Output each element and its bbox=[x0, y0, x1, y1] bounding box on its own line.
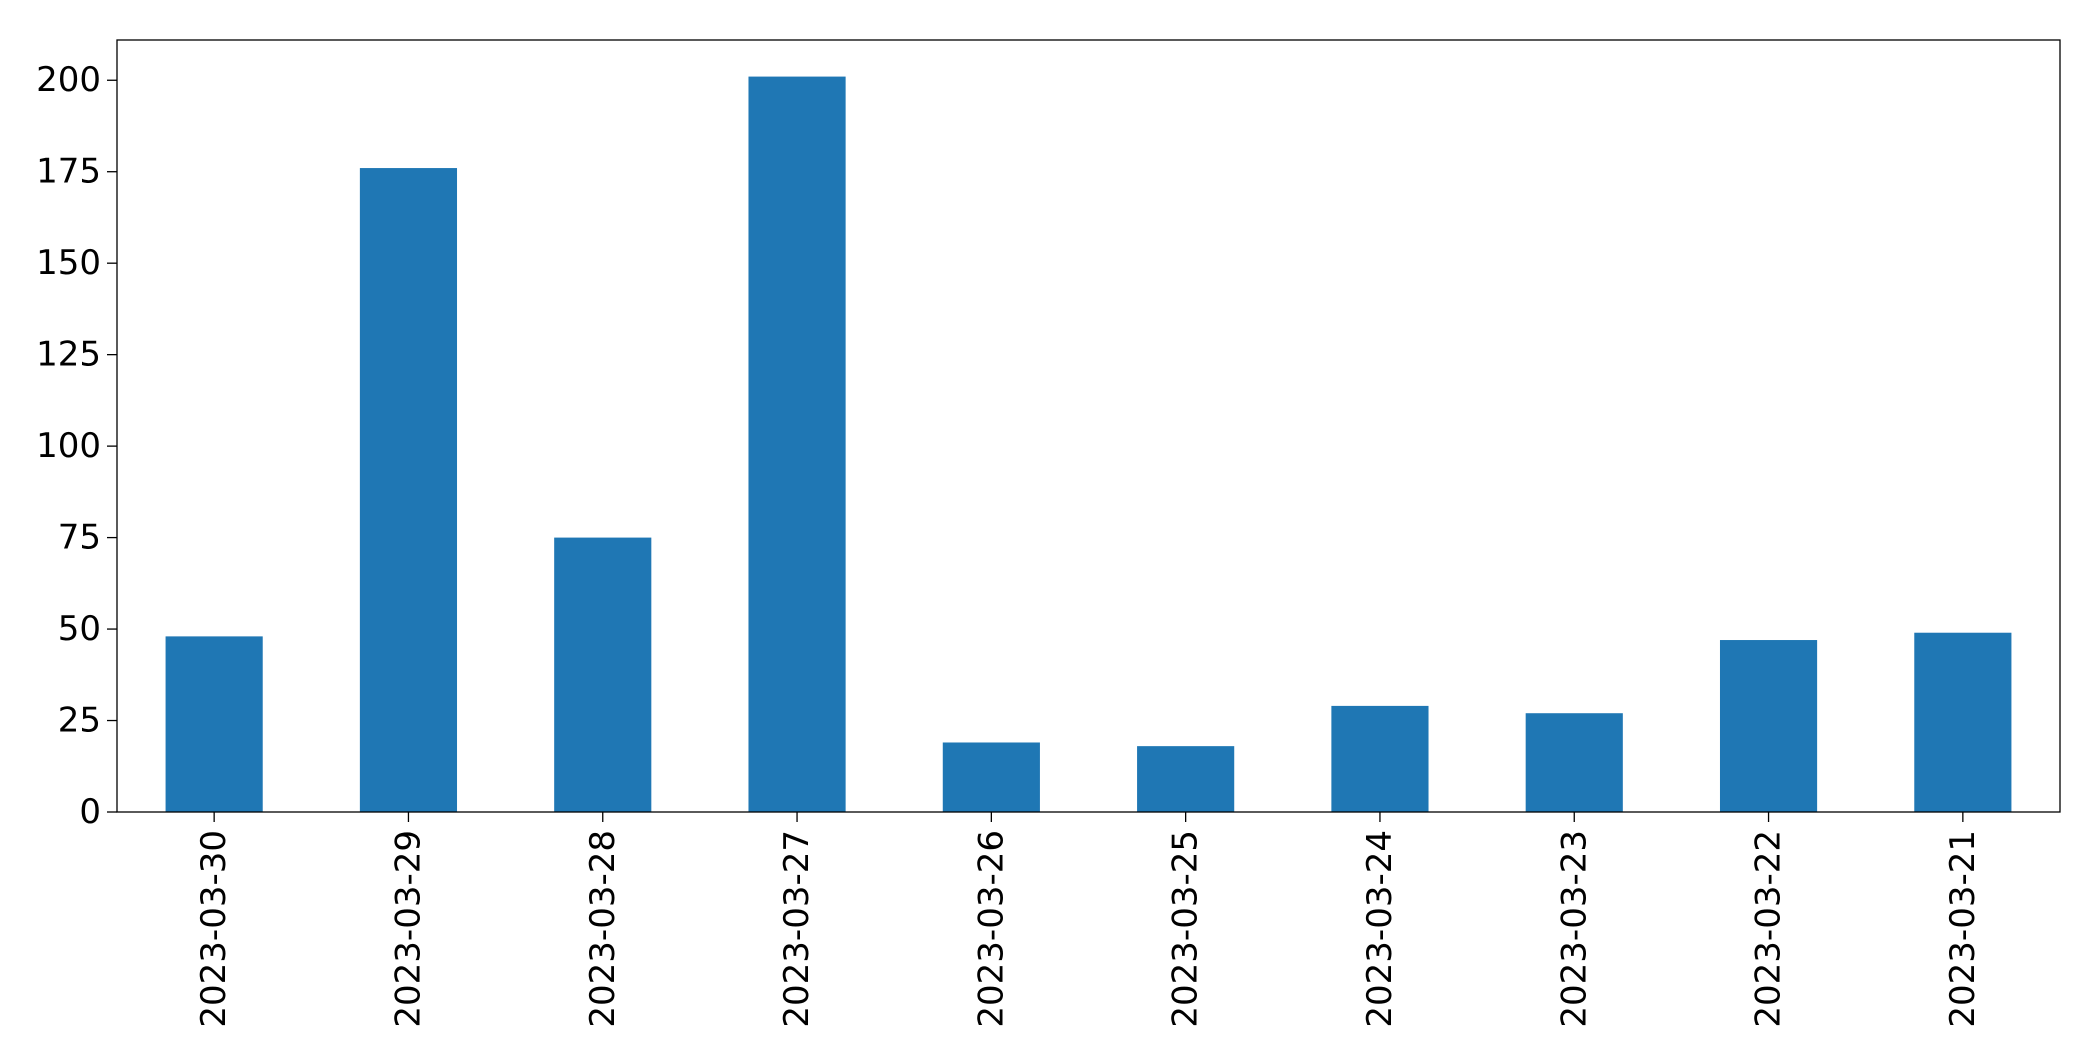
plot-frame bbox=[116, 39, 2061, 813]
x-tick-label: 2023-03-30 bbox=[194, 830, 234, 1028]
y-tick-label: 200 bbox=[36, 60, 101, 100]
bars-group bbox=[165, 76, 2012, 813]
bar-2023-03-30 bbox=[165, 636, 263, 812]
x-tick-label: 2023-03-29 bbox=[388, 830, 428, 1028]
y-tick-label: 175 bbox=[36, 152, 101, 192]
x-tick-label: 2023-03-26 bbox=[971, 830, 1011, 1028]
y-tick-label: 0 bbox=[79, 792, 101, 832]
bar-2023-03-24 bbox=[1331, 705, 1429, 812]
y-tick-label: 75 bbox=[58, 518, 101, 558]
x-tick-label: 2023-03-28 bbox=[583, 830, 623, 1028]
x-tick-label: 2023-03-27 bbox=[777, 830, 817, 1028]
y-axis: 0 25 50 75 100 125 150 175 200 bbox=[36, 60, 117, 832]
y-tick-label: 100 bbox=[36, 426, 101, 466]
y-tick-label: 25 bbox=[58, 701, 101, 741]
x-tick-label: 2023-03-21 bbox=[1943, 830, 1983, 1028]
bar-2023-03-22 bbox=[1719, 640, 1818, 812]
bar-2023-03-28 bbox=[554, 537, 652, 812]
y-tick-label: 125 bbox=[36, 335, 101, 375]
bar-2023-03-23 bbox=[1525, 713, 1623, 812]
bar-2023-03-26 bbox=[942, 742, 1040, 812]
x-tick-label: 2023-03-22 bbox=[1749, 830, 1789, 1028]
y-tick-label: 150 bbox=[36, 243, 101, 283]
bar-2023-03-25 bbox=[1137, 746, 1235, 812]
x-tick-label: 2023-03-23 bbox=[1554, 830, 1594, 1028]
x-axis: 2023-03-30 2023-03-29 2023-03-28 2023-03-27… bbox=[194, 812, 1983, 1028]
bar-2023-03-29 bbox=[359, 168, 458, 812]
bar-2023-03-21 bbox=[1914, 632, 2012, 812]
x-tick-label: 2023-03-25 bbox=[1166, 830, 1206, 1028]
x-tick-label: 2023-03-24 bbox=[1360, 830, 1400, 1028]
bar-2023-03-27 bbox=[748, 76, 846, 813]
y-tick-label: 50 bbox=[58, 609, 101, 649]
